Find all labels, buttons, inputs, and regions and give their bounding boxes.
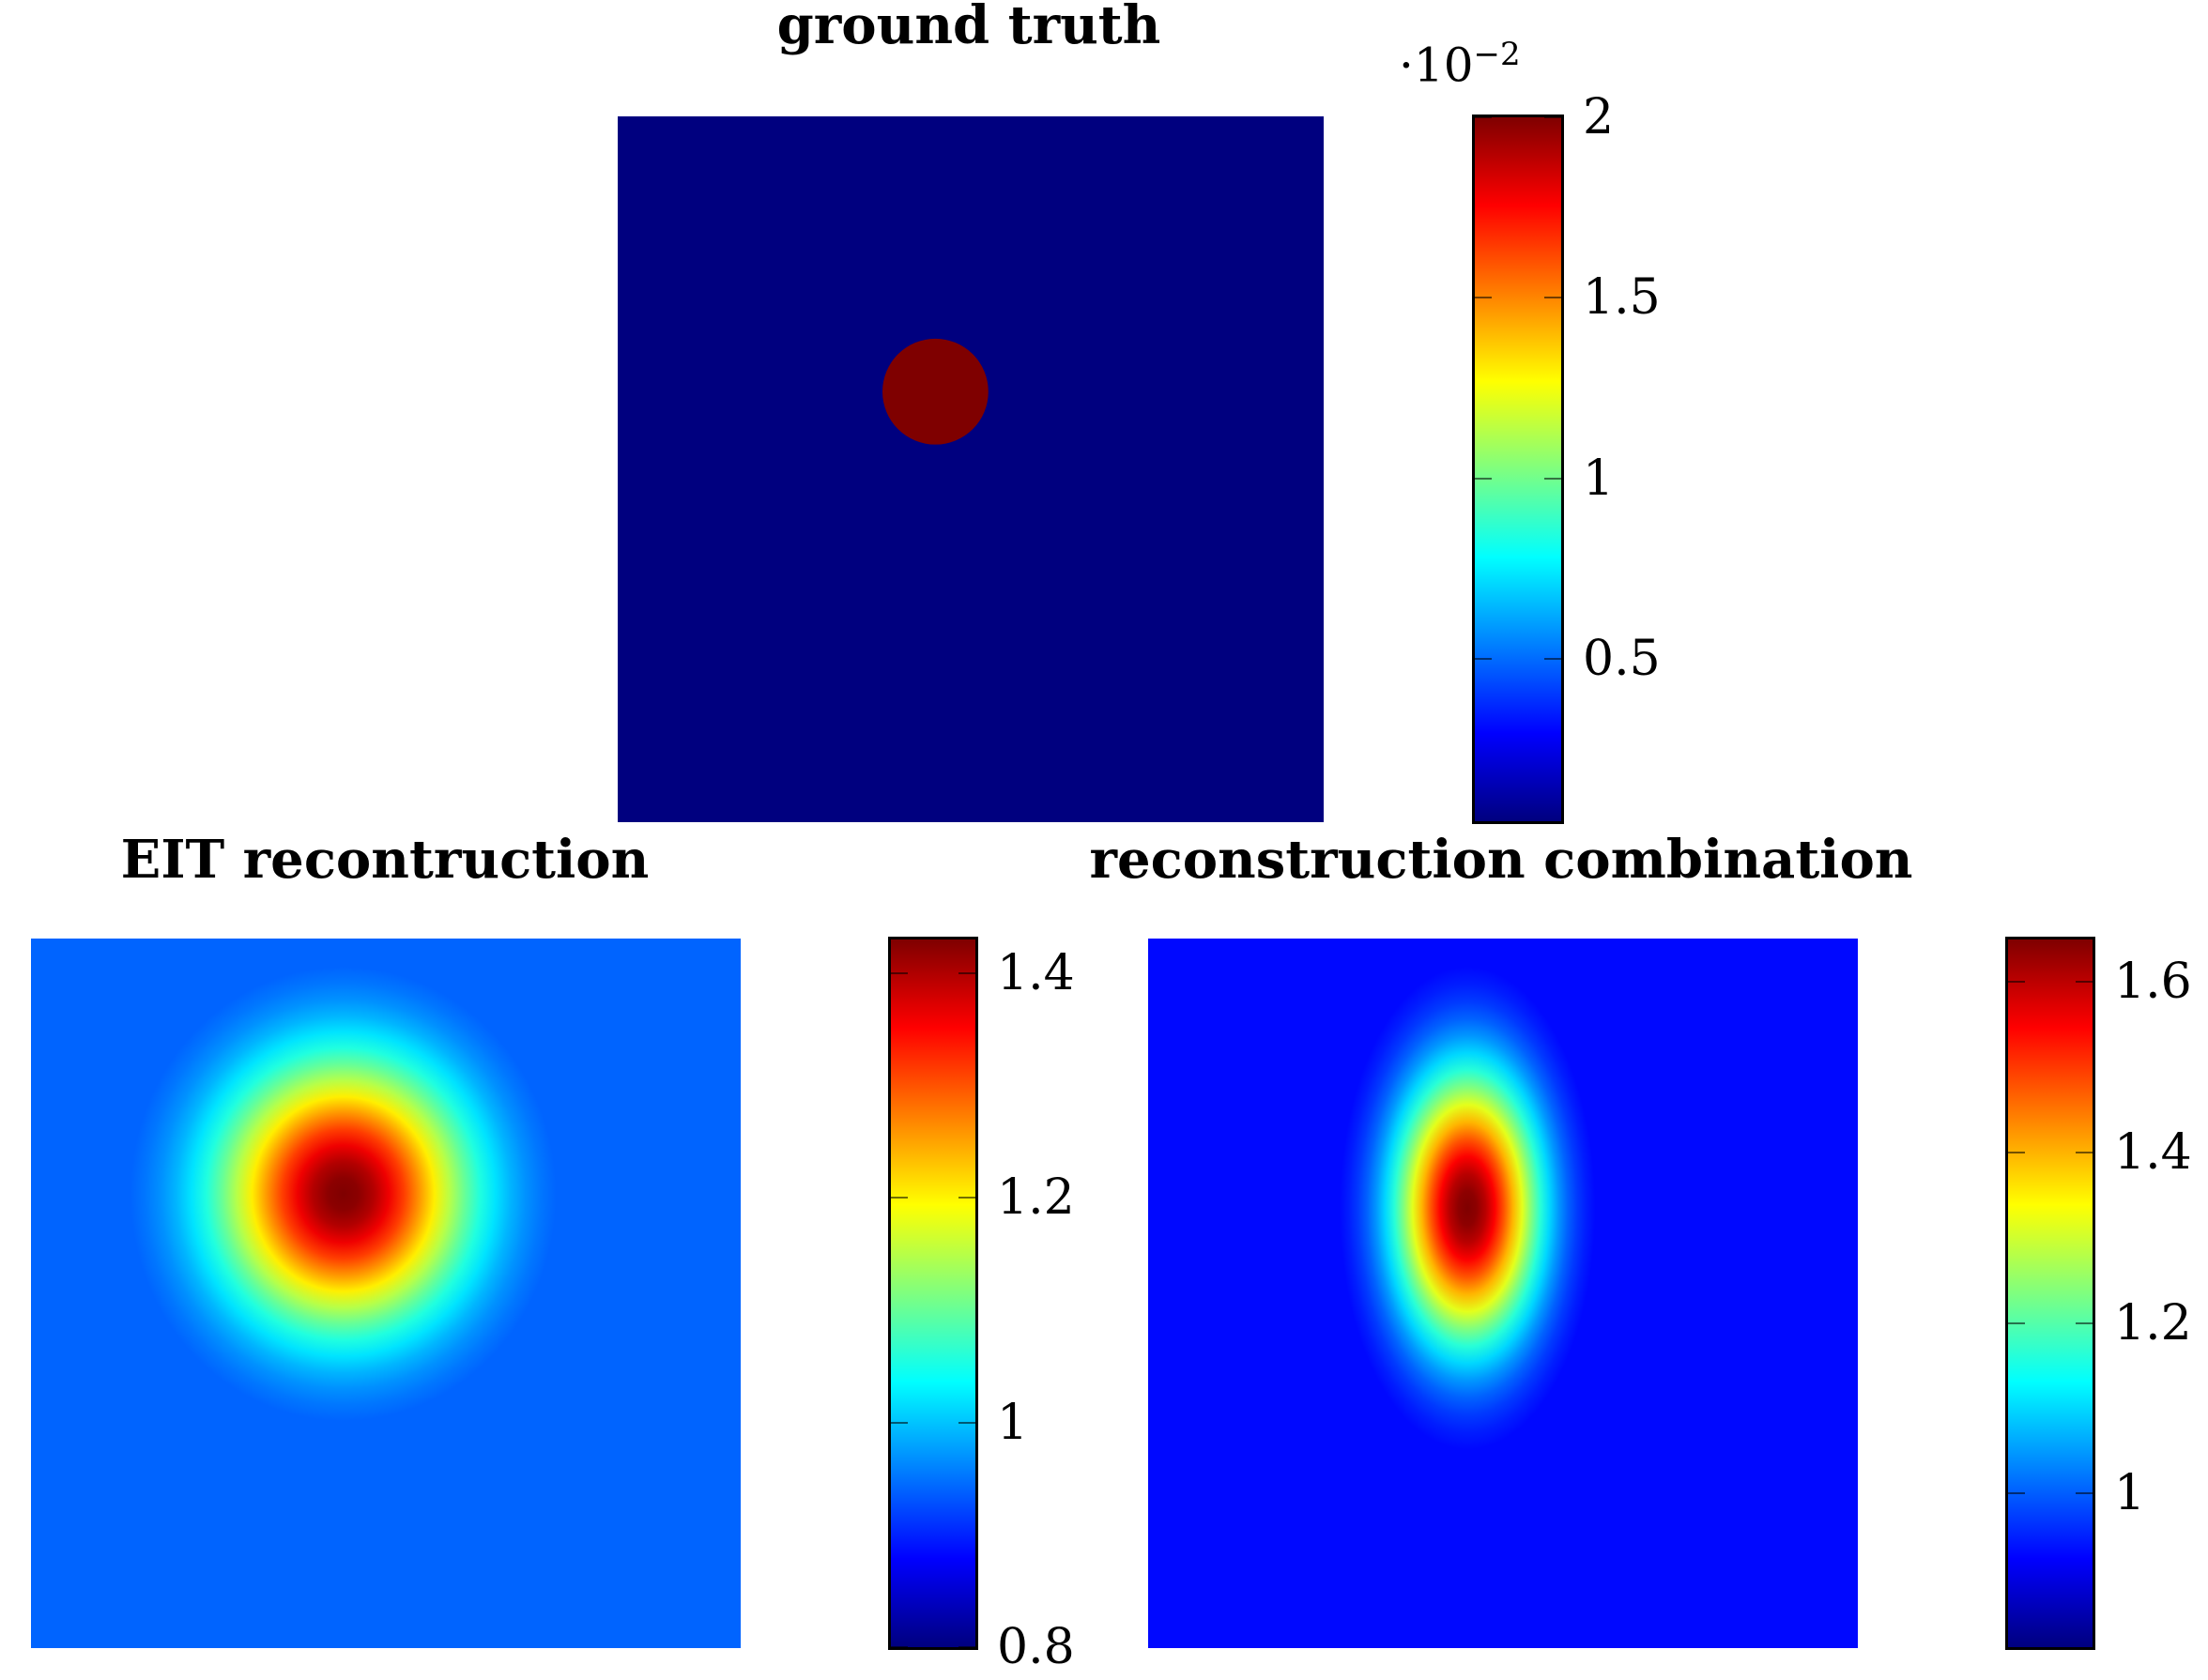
heatmap-ground-truth — [618, 116, 1324, 822]
colorbar-tick-mark — [891, 971, 908, 974]
colorbar-tick-label: 1.5 — [1583, 269, 1661, 327]
colorbar-fill — [1475, 117, 1561, 821]
colorbar-multiplier-base: ·10 — [1399, 38, 1474, 93]
colorbar-gradient — [2008, 939, 2093, 1647]
colorbar-tick-mark — [1475, 297, 1492, 299]
colorbar-tick-label: 0.5 — [1583, 630, 1661, 687]
colorbar-tick-label: 1.2 — [997, 1169, 1075, 1227]
colorbar-tick-mark — [958, 1646, 975, 1648]
inclusion-disk — [882, 338, 989, 445]
heatmap-reconstruction-combination — [1148, 939, 1858, 1648]
colorbar-tick-mark — [2008, 1492, 2025, 1495]
colorbar-tick-label: 1 — [1583, 450, 1615, 507]
colorbar-tick-mark — [1475, 116, 1492, 118]
colorbar-tick-mark — [891, 1646, 908, 1648]
colorbar-reconstruction-combination — [2005, 937, 2095, 1650]
colorbar-tick-label: 2 — [1583, 89, 1615, 145]
colorbar-multiplier: ·10−2 — [1399, 36, 1521, 93]
colorbar-tick-mark — [2008, 1321, 2025, 1324]
colorbar-eit-reconstruction — [888, 937, 978, 1650]
colorbar-tick-label: 0.8 — [997, 1619, 1075, 1675]
colorbar-tick-mark — [958, 1421, 975, 1424]
colorbar-tick-mark — [2008, 1152, 2025, 1154]
colorbar-tick-mark — [1544, 477, 1561, 480]
colorbar-tick-mark — [2008, 981, 2025, 984]
colorbar-ground-truth — [1472, 115, 1564, 824]
colorbar-tick-mark — [2076, 1152, 2093, 1154]
colorbar-tick-mark — [2076, 1321, 2093, 1324]
colorbar-tick-label: 1 — [2114, 1465, 2146, 1522]
colorbar-gradient — [1475, 117, 1561, 821]
colorbar-tick-mark — [891, 1197, 908, 1199]
chart-title-reconstruction-combination: reconstruction combination — [1089, 829, 1913, 891]
heatmap-background — [618, 116, 1324, 822]
colorbar-tick-mark — [1544, 116, 1561, 118]
heatmap-field — [31, 939, 741, 1648]
colorbar-tick-mark — [1544, 297, 1561, 299]
colorbar-fill — [891, 939, 975, 1647]
colorbar-tick-label: 1.6 — [2114, 954, 2192, 1011]
colorbar-tick-mark — [1475, 657, 1492, 660]
heatmap-eit-reconstruction — [31, 939, 741, 1648]
colorbar-tick-label: 1.4 — [997, 944, 1075, 1001]
colorbar-tick-label: 1.2 — [2114, 1294, 2192, 1352]
colorbar-gradient — [891, 939, 975, 1647]
colorbar-tick-label: 1 — [997, 1394, 1029, 1451]
colorbar-tick-mark — [2076, 981, 2093, 984]
colorbar-multiplier-exponent: −2 — [1473, 36, 1521, 73]
chart-title-ground-truth: ground truth — [776, 0, 1161, 56]
colorbar-tick-mark — [1544, 657, 1561, 660]
colorbar-tick-mark — [891, 1421, 908, 1424]
chart-title-eit-reconstruction: EIT recontruction — [120, 829, 650, 891]
colorbar-tick-mark — [958, 971, 975, 974]
colorbar-tick-label: 1.4 — [2114, 1124, 2192, 1182]
heatmap-field — [1148, 939, 1858, 1648]
colorbar-tick-mark — [958, 1197, 975, 1199]
colorbar-tick-mark — [2076, 1492, 2093, 1495]
colorbar-fill — [2008, 939, 2093, 1647]
colorbar-tick-mark — [1475, 477, 1492, 480]
